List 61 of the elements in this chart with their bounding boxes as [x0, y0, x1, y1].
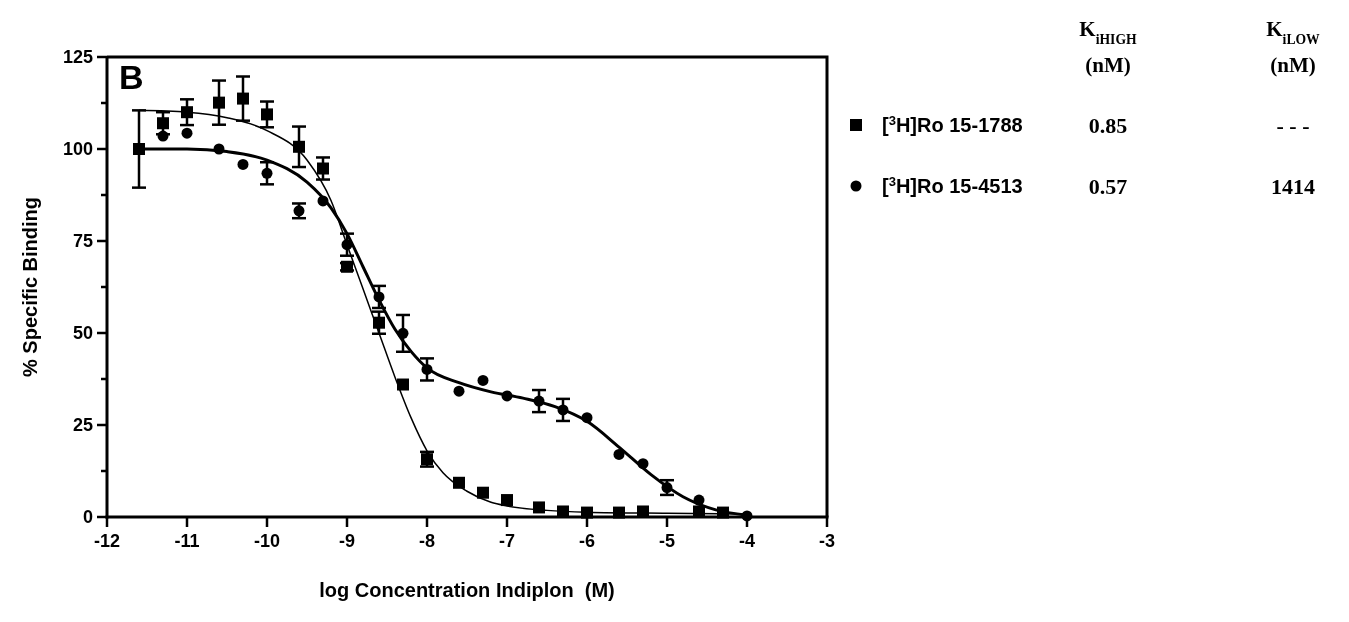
point — [501, 390, 513, 402]
point — [181, 106, 193, 119]
text: 0.85 — [1088, 112, 1128, 138]
point — [237, 92, 249, 105]
x-tick-label: -6 — [578, 531, 596, 551]
point — [181, 127, 193, 139]
x-tick-label: -10 — [253, 531, 281, 551]
point — [213, 96, 225, 109]
x-tick-label: -3 — [818, 531, 836, 551]
y-tick-label: 100 — [62, 139, 93, 160]
text: K$_{iLOW}$ (nM) — [1266, 17, 1321, 77]
legend-label: [$^{3}$H]Ro 15-1788 — [882, 112, 1023, 136]
point — [453, 476, 465, 489]
y-tick-label: 125 — [62, 47, 93, 68]
point — [373, 291, 385, 303]
point — [293, 140, 305, 153]
point — [397, 327, 409, 339]
point — [421, 363, 433, 375]
annotation: B — [119, 58, 144, 96]
point — [341, 239, 353, 251]
point — [317, 162, 329, 175]
point — [373, 316, 385, 329]
point — [637, 458, 649, 470]
point — [133, 143, 145, 155]
x-tick-label: -7 — [498, 531, 516, 551]
x-axis-title: log Concentration Indiplon (M) — [319, 579, 615, 601]
point — [477, 374, 489, 386]
x-tick-label: -5 — [658, 531, 676, 551]
point — [261, 167, 273, 179]
point — [453, 385, 465, 397]
point — [693, 494, 705, 506]
x-tick-label: -12 — [93, 531, 121, 551]
x-tick-label: -9 — [338, 531, 356, 551]
point — [501, 494, 513, 507]
point — [557, 404, 569, 416]
point — [533, 501, 545, 514]
text: - - - — [1276, 112, 1310, 138]
point — [317, 195, 329, 207]
x-tick-label: -8 — [418, 531, 436, 551]
point — [237, 158, 249, 170]
legend-label: [$^{3}$H]Ro 15-4513 — [882, 173, 1023, 197]
x-tick-label: -11 — [174, 531, 200, 551]
y-tick-label: 50 — [72, 323, 93, 344]
point — [157, 130, 169, 142]
point — [477, 486, 489, 499]
point — [581, 412, 593, 424]
text: 0.57 — [1088, 173, 1128, 199]
x-tick-label: -4 — [738, 531, 756, 551]
point — [157, 117, 169, 130]
point — [397, 378, 409, 391]
point — [533, 395, 545, 407]
point — [213, 143, 225, 155]
point — [613, 448, 625, 460]
y-tick-label: 25 — [72, 415, 93, 436]
text: K$_{iHIGH}$ (nM) — [1079, 17, 1138, 77]
y-axis-title: % Specific Binding — [19, 196, 41, 378]
y-tick-label: 75 — [72, 231, 93, 252]
y-tick-label: 0 — [82, 507, 93, 528]
point — [661, 482, 673, 494]
point — [261, 108, 273, 121]
text: 1414 — [1271, 173, 1315, 199]
